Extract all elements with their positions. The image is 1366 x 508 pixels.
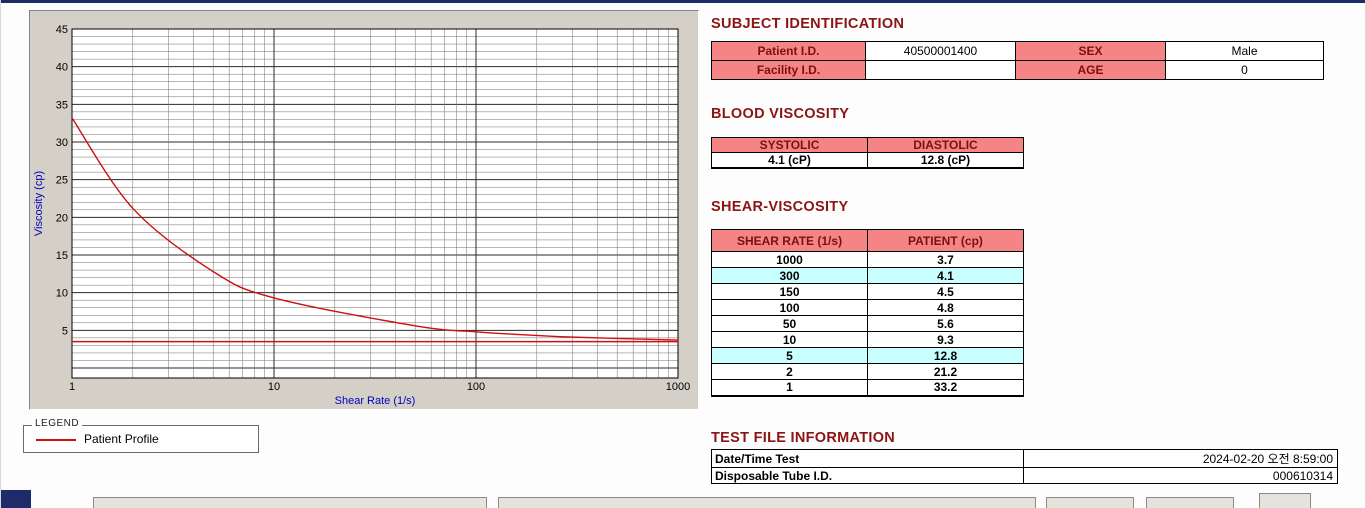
table-row: 4.1 (cP) 12.8 (cP) — [711, 152, 1024, 169]
table-row: Facility I.D. AGE 0 — [711, 60, 1324, 80]
patient-id-label: Patient I.D. — [711, 41, 866, 61]
svg-text:5: 5 — [62, 325, 68, 337]
bottom-button-cutoff-1[interactable] — [1046, 497, 1134, 508]
patient-cp-cell: 4.8 — [867, 299, 1024, 316]
svg-text:Viscosity (cp): Viscosity (cp) — [33, 171, 45, 236]
svg-text:1000: 1000 — [666, 381, 690, 393]
table-row: 5 12.8 — [711, 347, 1024, 364]
svg-text:Shear Rate (1/s): Shear Rate (1/s) — [335, 395, 416, 407]
table-row: 1 33.2 — [711, 379, 1024, 396]
shear-viscosity-table: SHEAR RATE (1/s) PATIENT (cp) 1000 3.7 30… — [711, 229, 1024, 397]
diastolic-header: DIASTOLIC — [867, 137, 1024, 153]
subject-identification-heading: SUBJECT IDENTIFICATION — [711, 16, 905, 32]
age-label: AGE — [1015, 60, 1166, 80]
table-row: 50 5.6 — [711, 315, 1024, 332]
svg-text:25: 25 — [56, 175, 68, 187]
bottom-panel-cutoff-2[interactable] — [498, 497, 1036, 508]
bottom-button-cutoff-3[interactable] — [1259, 493, 1311, 508]
top-window-edge — [1, 0, 1365, 3]
disposable-tube-id-label: Disposable Tube I.D. — [711, 467, 1024, 484]
datetime-test-label: Date/Time Test — [711, 449, 1024, 468]
shear-rate-cell: 300 — [711, 267, 868, 284]
table-header-row: SHEAR RATE (1/s) PATIENT (cp) — [711, 229, 1024, 252]
test-file-information-heading: TEST FILE INFORMATION — [711, 430, 896, 446]
patient-cp-cell: 21.2 — [867, 363, 1024, 380]
shear-rate-cell: 50 — [711, 315, 868, 332]
shear-rate-cell: 1 — [711, 379, 868, 396]
svg-text:15: 15 — [56, 250, 68, 262]
subject-identification-table: Patient I.D. 40500001400 SEX Male Facili… — [711, 41, 1324, 80]
bottom-panel-cutoff-1[interactable] — [93, 497, 487, 508]
svg-text:20: 20 — [56, 212, 68, 224]
sex-value: Male — [1165, 41, 1324, 61]
legend-line-sample — [36, 439, 76, 441]
patient-cp-cell: 9.3 — [867, 331, 1024, 348]
table-row: 1000 3.7 — [711, 251, 1024, 268]
patient-cp-cell: 3.7 — [867, 251, 1024, 268]
patient-cp-cell: 33.2 — [867, 379, 1024, 396]
diastolic-value: 12.8 (cP) — [867, 152, 1024, 169]
svg-text:10: 10 — [56, 288, 68, 300]
legend-series-label: Patient Profile — [84, 432, 159, 446]
blood-viscosity-table: SYSTOLIC DIASTOLIC 4.1 (cP) 12.8 (cP) — [711, 137, 1024, 169]
chart-legend: LEGEND Patient Profile — [23, 418, 259, 453]
table-row: Date/Time Test 2024-02-20 오전 8:59:00 — [711, 449, 1338, 468]
svg-text:100: 100 — [467, 381, 485, 393]
table-row: SYSTOLIC DIASTOLIC — [711, 137, 1024, 153]
shear-rate-cell: 1000 — [711, 251, 868, 268]
table-row: Patient I.D. 40500001400 SEX Male — [711, 41, 1324, 61]
bottom-navy-block — [1, 490, 31, 508]
table-row: 100 4.8 — [711, 299, 1024, 316]
svg-text:1: 1 — [69, 381, 75, 393]
shear-rate-cell: 10 — [711, 331, 868, 348]
patient-cp-cell: 4.5 — [867, 283, 1024, 300]
shear-rate-cell: 150 — [711, 283, 868, 300]
svg-text:40: 40 — [56, 62, 68, 74]
patient-cp-cell: 5.6 — [867, 315, 1024, 332]
age-value: 0 — [1165, 60, 1324, 80]
test-file-information-table: Date/Time Test 2024-02-20 오전 8:59:00 Dis… — [711, 449, 1338, 484]
svg-text:35: 35 — [56, 99, 68, 111]
blood-viscosity-heading: BLOOD VISCOSITY — [711, 106, 850, 122]
viscosity-chart: 5 10 15 20 25 30 35 40 45 1 10 100 1000 Viscosity (cp… — [33, 24, 690, 407]
svg-text:10: 10 — [268, 381, 280, 393]
datetime-test-value: 2024-02-20 오전 8:59:00 — [1023, 449, 1338, 468]
facility-id-label: Facility I.D. — [711, 60, 866, 80]
table-row: 150 4.5 — [711, 283, 1024, 300]
disposable-tube-id-value: 000610314 — [1023, 467, 1338, 484]
sex-label: SEX — [1015, 41, 1166, 61]
shear-viscosity-heading: SHEAR-VISCOSITY — [711, 199, 849, 215]
systolic-header: SYSTOLIC — [711, 137, 868, 153]
patient-cp-cell: 12.8 — [867, 347, 1024, 364]
shear-rate-cell: 5 — [711, 347, 868, 364]
patient-cp-cell: 4.1 — [867, 267, 1024, 284]
table-row: 2 21.2 — [711, 363, 1024, 380]
patient-id-value: 40500001400 — [865, 41, 1016, 61]
viscosity-chart-panel: 5 10 15 20 25 30 35 40 45 1 10 100 1000 Viscosity (cp… — [29, 10, 699, 410]
facility-id-value — [865, 60, 1016, 80]
table-row: 300 4.1 — [711, 267, 1024, 284]
legend-title: LEGEND — [32, 418, 83, 429]
patient-cp-header: PATIENT (cp) — [867, 229, 1024, 252]
table-row: 10 9.3 — [711, 331, 1024, 348]
shear-rate-cell: 100 — [711, 299, 868, 316]
bottom-button-cutoff-2[interactable] — [1146, 497, 1234, 508]
shear-rate-header: SHEAR RATE (1/s) — [711, 229, 868, 252]
systolic-value: 4.1 (cP) — [711, 152, 868, 169]
svg-text:45: 45 — [56, 24, 68, 36]
shear-rate-cell: 2 — [711, 363, 868, 380]
svg-text:30: 30 — [56, 137, 68, 149]
table-row: Disposable Tube I.D. 000610314 — [711, 467, 1338, 484]
